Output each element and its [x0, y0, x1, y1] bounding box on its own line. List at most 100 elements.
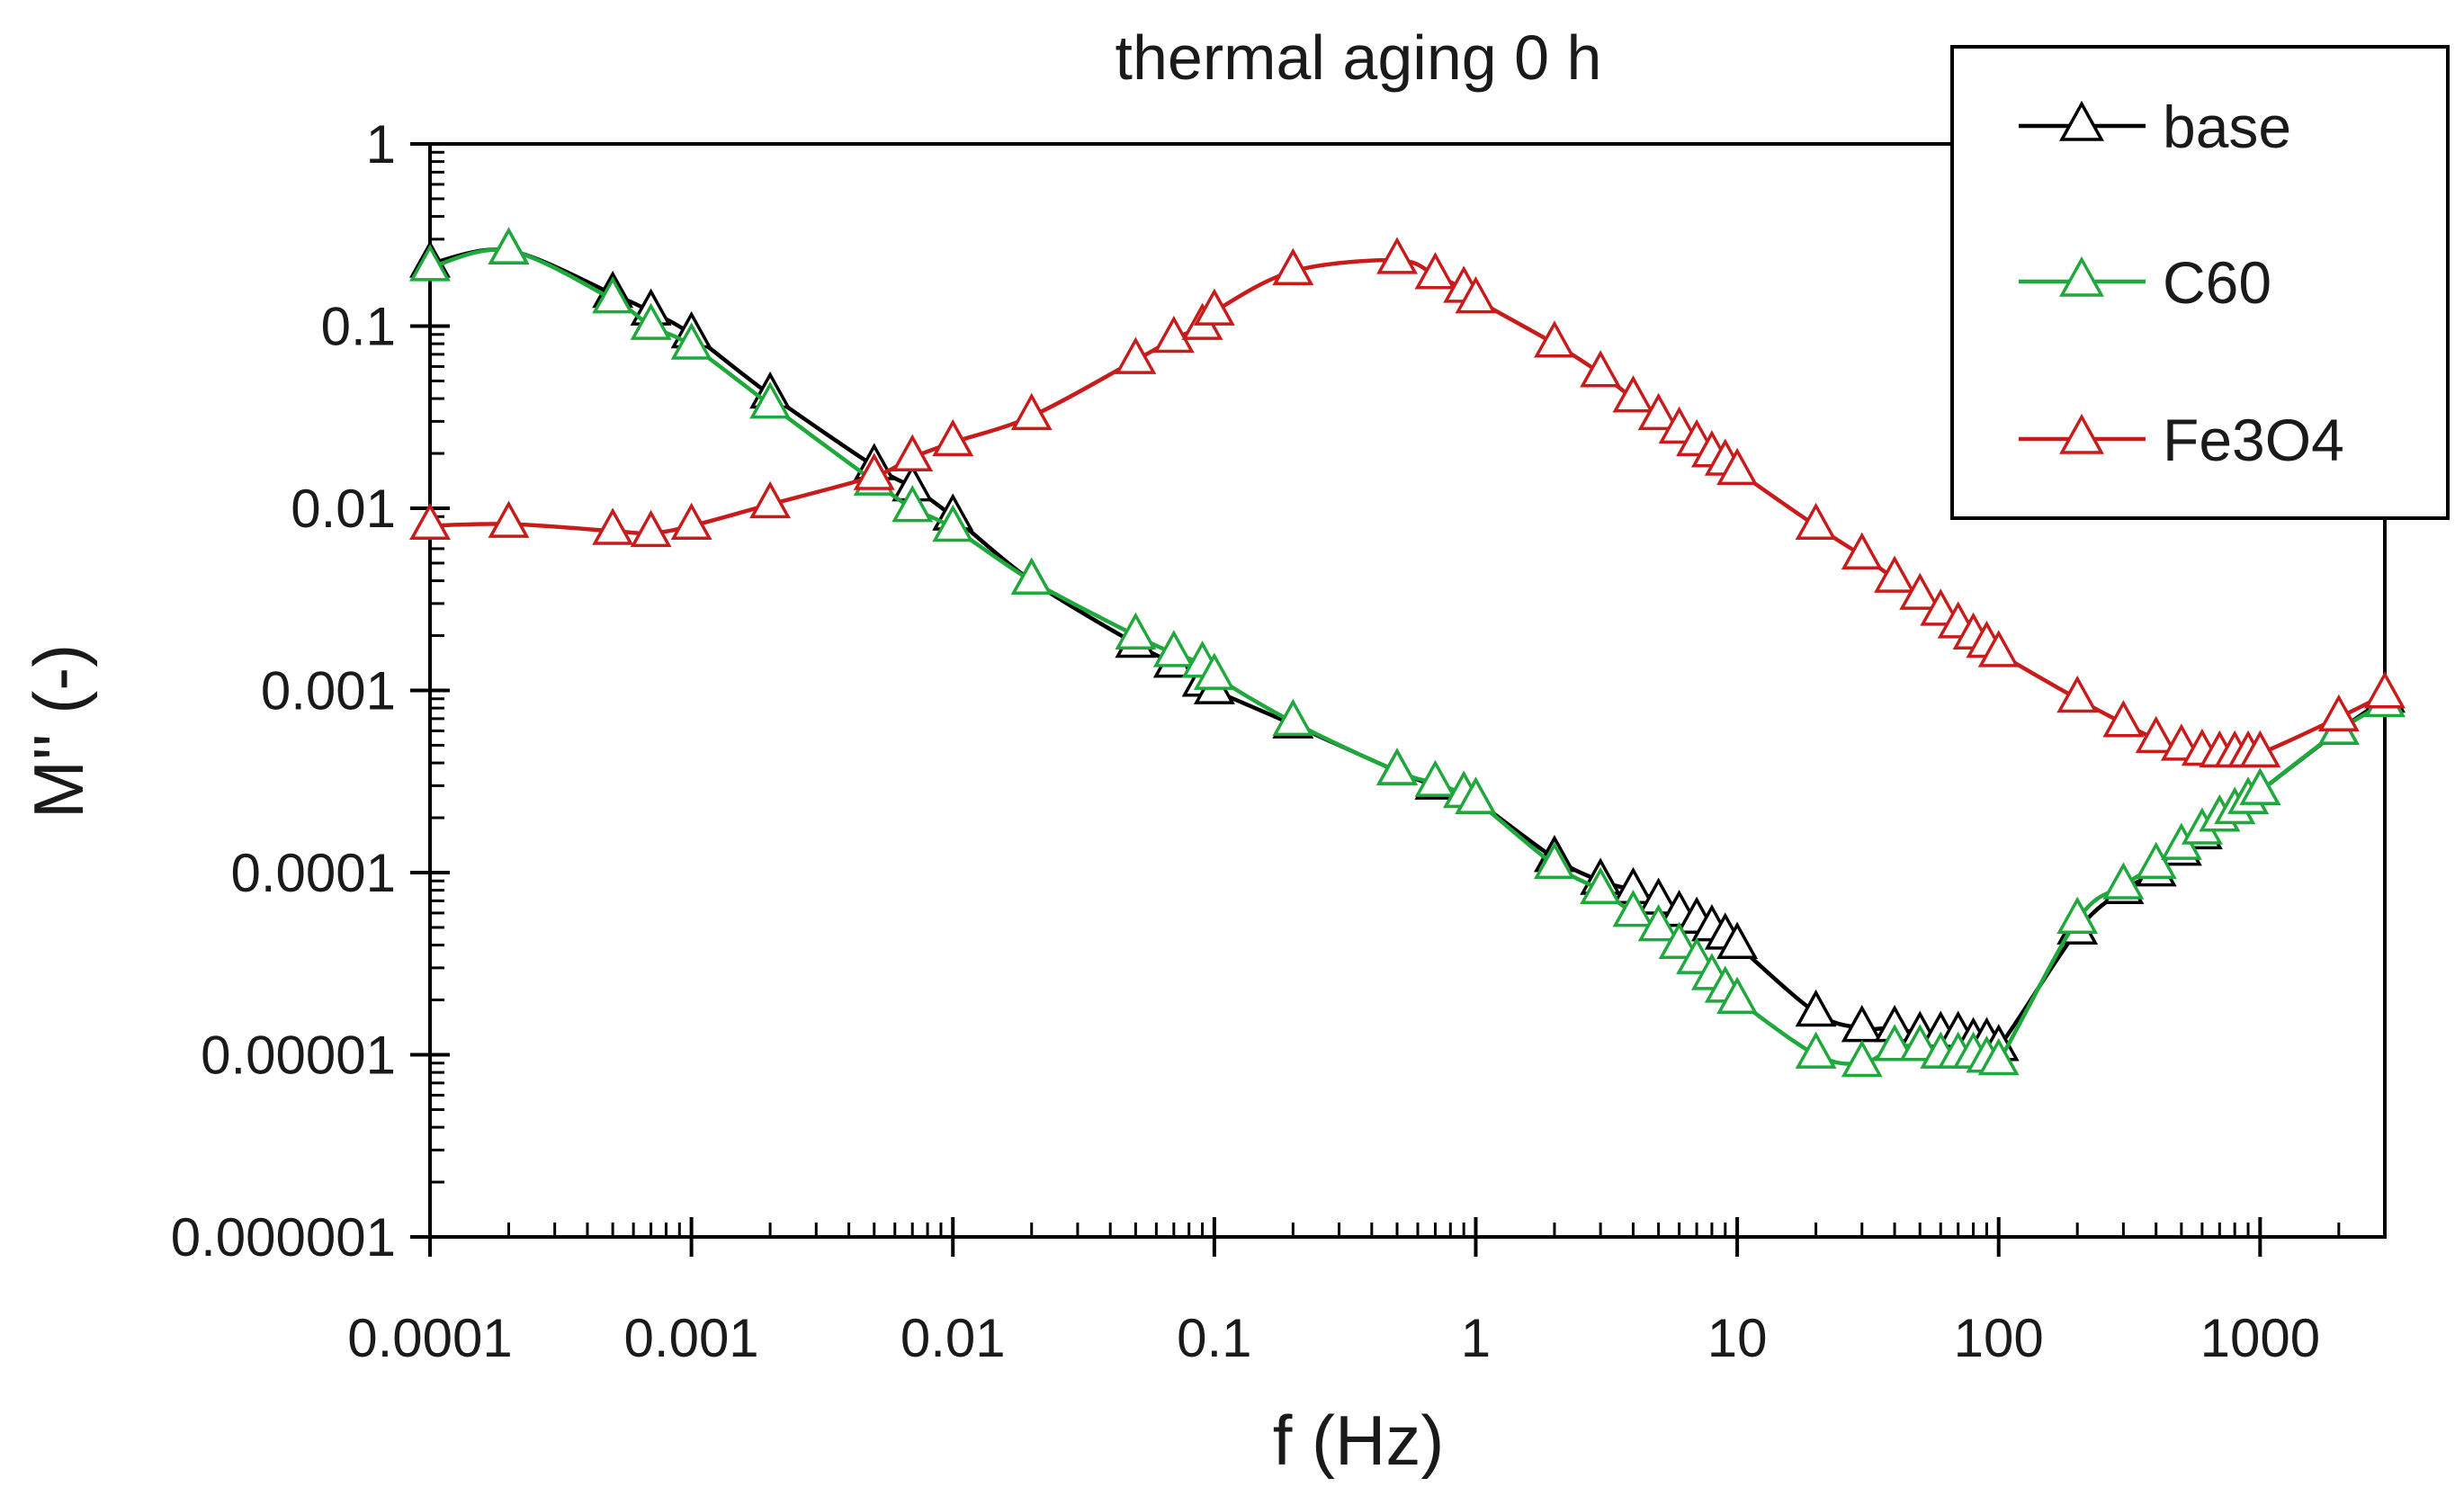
data-point-marker [749, 480, 792, 519]
data-point-marker [1977, 630, 2020, 667]
legend-item: Fe3O4 [2019, 407, 2344, 473]
data-point-marker [2239, 767, 2281, 805]
x-tick-label: 10 [1707, 1308, 1768, 1368]
data-point-marker [1716, 921, 1759, 960]
data-point-marker [1376, 748, 1418, 785]
data-point-marker [1899, 1024, 1941, 1062]
x-tick-label: 0.01 [900, 1308, 1006, 1368]
y-tick-label: 0.01 [291, 479, 396, 539]
legend-label: base [2163, 94, 2291, 160]
series-layer [409, 227, 2406, 1078]
chart-title: thermal aging 0 h [1116, 22, 1602, 93]
data-point-marker [592, 275, 634, 314]
legend-label: C60 [2163, 249, 2271, 316]
data-point-marker [1533, 320, 1575, 358]
data-point-marker [1977, 1037, 2020, 1076]
data-point-marker [1795, 989, 1837, 1027]
legend-item: C60 [2019, 249, 2271, 316]
data-point-marker [1580, 350, 1622, 388]
data-point-marker [1455, 275, 1497, 314]
legend-label: Fe3O4 [2163, 407, 2344, 473]
data-point-marker [1795, 502, 1837, 541]
x-tick-label: 100 [1954, 1308, 2044, 1368]
y-tick-label: 0.1 [321, 297, 396, 357]
data-point-marker [1010, 392, 1053, 431]
data-point-marker [892, 434, 934, 471]
data-point-marker [1899, 572, 1941, 610]
y-axis-label: M'' (-) [19, 644, 98, 819]
series-fe3o4 [409, 237, 2406, 768]
y-tick-label: 0.001 [261, 661, 396, 721]
legend-marker [2059, 255, 2104, 297]
legend: base C60 Fe3O4 [1950, 45, 2450, 520]
data-point-marker [630, 302, 672, 340]
data-point-marker [2102, 700, 2145, 738]
data-point-marker [892, 485, 934, 523]
y-tick-label: 0.00001 [201, 1026, 396, 1086]
data-point-marker [2239, 730, 2281, 768]
y-tick-label: 0.000001 [171, 1207, 396, 1268]
data-point-marker [1612, 890, 1654, 927]
ticks-layer: 0.000001 0.00001 0.0001 0.001 0.01 0.1 1 0.0001… [171, 114, 2385, 1368]
data-point-marker [409, 502, 451, 541]
data-point-marker [1874, 1024, 1916, 1062]
x-tick-label: 0.001 [624, 1308, 759, 1368]
data-point-marker [1580, 866, 1622, 905]
legend-marker [2059, 413, 2104, 454]
data-point-marker [1637, 392, 1680, 431]
data-point-marker [488, 500, 530, 538]
data-point-marker [670, 502, 712, 541]
legend-marker [2059, 100, 2104, 141]
data-point-marker [1193, 288, 1235, 326]
data-point-marker [1376, 237, 1418, 274]
x-tick-label: 0.1 [1177, 1308, 1251, 1368]
data-point-marker [1414, 759, 1456, 797]
x-tick-label: 1000 [2200, 1308, 2320, 1368]
data-point-marker [488, 227, 530, 264]
data-point-marker [1841, 532, 1883, 570]
data-point-marker [1658, 921, 1700, 960]
data-point-marker [1152, 315, 1195, 354]
data-point-marker [1716, 447, 1759, 486]
data-point-marker [2317, 694, 2360, 732]
data-point-marker [409, 244, 451, 282]
data-point-marker [1193, 652, 1235, 690]
data-point-marker [1841, 1039, 1883, 1078]
data-point-marker [932, 418, 974, 457]
data-point-marker [1637, 904, 1680, 942]
x-tick-label: 1 [1461, 1308, 1491, 1368]
data-point-marker [1414, 252, 1456, 290]
data-point-marker [592, 507, 634, 545]
data-point-marker [1010, 557, 1053, 596]
y-tick-label: 0.0001 [230, 843, 396, 903]
data-point-marker [2056, 675, 2099, 713]
data-point-marker [1152, 630, 1195, 667]
data-point-marker [1716, 976, 1759, 1014]
data-point-marker [2135, 715, 2177, 754]
data-point-marker [1658, 406, 1700, 444]
data-point-marker [932, 504, 974, 542]
data-point-marker [1920, 588, 1962, 626]
data-point-marker [1795, 1031, 1837, 1069]
data-point-marker [630, 509, 672, 548]
data-point-marker [1612, 375, 1654, 413]
data-point-marker [1115, 612, 1157, 649]
y-tick-label: 1 [366, 114, 396, 175]
data-point-marker [749, 381, 792, 419]
data-point-marker [1115, 336, 1157, 374]
data-point-marker [670, 322, 712, 360]
x-tick-label: 0.0001 [347, 1308, 513, 1368]
data-point-marker [2364, 671, 2406, 709]
data-point-marker [1455, 776, 1497, 814]
series-c60 [409, 227, 2406, 1078]
data-point-marker [2102, 862, 2145, 900]
legend-entries: base C60 Fe3O4 [2019, 94, 2344, 473]
x-axis-label: f (Hz) [1273, 1401, 1445, 1480]
data-point-marker [2135, 841, 2177, 880]
legend-item: base [2019, 94, 2291, 160]
data-point-marker [1272, 247, 1314, 285]
data-point-marker [1272, 698, 1314, 737]
data-point-marker [853, 452, 895, 490]
